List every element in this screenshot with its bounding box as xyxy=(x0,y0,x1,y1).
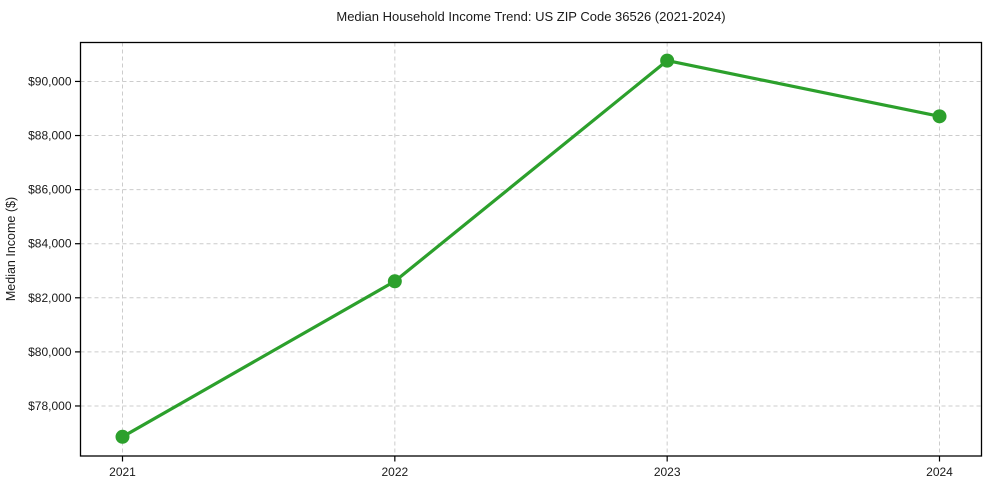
x-tick-label: 2024 xyxy=(926,465,953,479)
tick-label-layer: $78,000 $80,000 $82,000 $84,000 $86,000 $88,0… xyxy=(28,74,953,479)
trend-line xyxy=(120,59,942,439)
data-point-2021 xyxy=(115,429,130,444)
plot-frame xyxy=(79,41,983,457)
y-tick-label: $86,000 xyxy=(28,183,72,197)
y-tick-label: $90,000 xyxy=(28,74,72,88)
y-axis-label: Median Income ($) xyxy=(4,197,18,301)
data-point-2023 xyxy=(660,53,675,68)
data-point-2022 xyxy=(387,274,402,289)
series-layer xyxy=(115,53,947,444)
x-tick-label: 2023 xyxy=(654,465,681,479)
axes-layer xyxy=(75,41,983,462)
y-tick-label: $80,000 xyxy=(28,345,72,359)
x-tick-label: 2022 xyxy=(381,465,408,479)
x-tick-label: 2021 xyxy=(109,465,136,479)
data-point-2024 xyxy=(932,109,947,124)
grid-layer xyxy=(80,42,982,456)
y-tick-label: $78,000 xyxy=(28,399,72,413)
y-tick-label: $88,000 xyxy=(28,129,72,143)
y-tick-label: $84,000 xyxy=(28,237,72,251)
y-tick-label: $82,000 xyxy=(28,291,72,305)
chart-title: Median Household Income Trend: US ZIP Co… xyxy=(336,9,725,24)
